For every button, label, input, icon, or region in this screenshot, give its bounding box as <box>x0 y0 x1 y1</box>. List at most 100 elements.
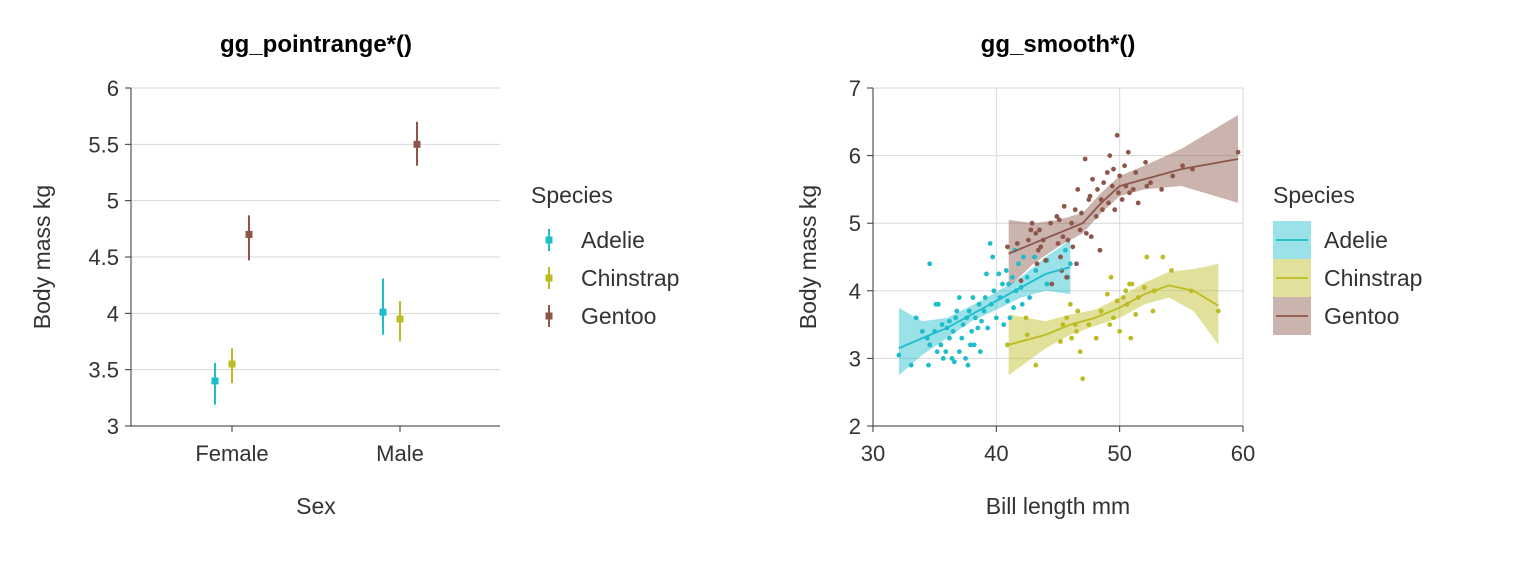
scatter-point-adelie-66 <box>1024 274 1030 280</box>
scatter-point-gentoo-58 <box>1133 170 1139 175</box>
scatter-point-adelie-24 <box>956 349 962 355</box>
scatter-point-adelie-56 <box>1006 281 1012 287</box>
y-tick-label-5-5: 5.5 <box>88 132 119 157</box>
scatter-point-adelie-17 <box>947 335 952 341</box>
scatter-point-gentoo-38 <box>1095 187 1100 192</box>
scatter-point-chinstrap-32 <box>1144 254 1150 260</box>
y-axis-label-smooth: Body mass kg <box>795 185 821 329</box>
x-tick-label-30: 30 <box>861 441 885 466</box>
scatter-point-gentoo-32 <box>1083 230 1089 236</box>
scatter-point-adelie-2 <box>913 315 919 321</box>
scatter-point-adelie-44 <box>985 325 991 331</box>
scatter-point-gentoo-27 <box>1074 261 1079 267</box>
scatter-point-adelie-19 <box>949 356 955 361</box>
scatter-point-chinstrap-28 <box>1129 281 1135 287</box>
x-tick-label-60: 60 <box>1231 441 1255 466</box>
scatter-point-adelie-23 <box>954 308 960 314</box>
x-tick-label-male: Male <box>376 441 424 466</box>
y-tick-label-5: 5 <box>107 189 119 214</box>
scatter-point-adelie-54 <box>1003 268 1009 273</box>
y-tick-label-4: 4 <box>107 301 119 326</box>
pointrange-marks <box>211 121 421 405</box>
y-tick-label-4-5: 4.5 <box>88 245 119 270</box>
scatter-point-gentoo-57 <box>1130 187 1136 192</box>
scatter-point-adelie-0 <box>896 352 902 358</box>
scatter-point-chinstrap-27 <box>1128 335 1134 341</box>
scatter-point-gentoo-53 <box>1122 163 1127 169</box>
legend-key-point-chinstrap <box>545 274 553 282</box>
scatter-point-gentoo-25 <box>1070 244 1076 250</box>
smooth-line-chinstrap <box>1008 284 1219 346</box>
scatter-point-gentoo-23 <box>1065 237 1071 243</box>
scatter-point-chinstrap-12 <box>1077 349 1083 355</box>
scatter-point-chinstrap-15 <box>1093 335 1099 341</box>
scatter-point-gentoo-13 <box>1048 220 1053 226</box>
legend-label-chinstrap: Chinstrap <box>581 265 679 291</box>
scatter-point-adelie-15 <box>943 349 949 355</box>
y-tick-label-3-5: 3.5 <box>88 358 119 383</box>
scatter-point-gentoo-55 <box>1125 149 1131 155</box>
scatter-point-chinstrap-24 <box>1123 288 1129 294</box>
smooth-panel: gg_smooth*() 2 3 4 5 6 7 30 40 50 60 Bill length … <box>795 31 1422 519</box>
legend-title-smooth: Species <box>1273 182 1355 208</box>
smooth-line-adelie <box>898 266 1071 350</box>
legend-label-gentoo: Gentoo <box>1324 303 1399 329</box>
scatter-point-chinstrap-19 <box>1108 274 1114 280</box>
scatter-point-gentoo-46 <box>1109 183 1115 189</box>
scatter-point-gentoo-22 <box>1064 274 1070 280</box>
scatter-point-gentoo-1 <box>1014 241 1020 246</box>
scatter-point-chinstrap-18 <box>1107 322 1113 327</box>
scatter-point-adelie-37 <box>975 325 981 331</box>
scatter-point-gentoo-14 <box>1049 281 1055 287</box>
scatter-point-adelie-74 <box>1067 261 1073 267</box>
scatter-point-gentoo-48 <box>1112 207 1118 213</box>
scatter-point-gentoo-16 <box>1055 241 1061 246</box>
scatter-point-adelie-36 <box>972 315 978 321</box>
y-axis-label-pointrange: Body mass kg <box>29 185 55 329</box>
scatter-point-adelie-41 <box>981 308 987 314</box>
scatter-point-adelie-26 <box>959 335 965 341</box>
y-tick-label-2: 2 <box>849 414 861 439</box>
scatter-point-chinstrap-8 <box>1069 335 1074 341</box>
scatter-point-adelie-55 <box>1005 298 1010 304</box>
legend-label-chinstrap: Chinstrap <box>1324 265 1422 291</box>
scatter-point-gentoo-26 <box>1072 207 1078 213</box>
point-gentoo-male <box>413 140 421 148</box>
scatter-point-gentoo-51 <box>1117 173 1123 179</box>
smooth-lines <box>898 158 1239 350</box>
scatter-point-gentoo-0 <box>1005 244 1010 250</box>
scatter-point-chinstrap-21 <box>1114 298 1120 304</box>
scatter-point-adelie-52 <box>1000 281 1005 287</box>
y-tick-label-3: 3 <box>849 346 861 371</box>
scatter-point-chinstrap-23 <box>1120 295 1126 300</box>
scatter-point-gentoo-52 <box>1119 197 1125 202</box>
scatter-point-adelie-20 <box>950 328 956 334</box>
scatter-point-chinstrap-4 <box>1058 339 1063 344</box>
pointrange-axes: 3 3.5 4 4.5 5 5.5 6 Female Male <box>88 76 500 466</box>
scatter-point-adelie-49 <box>993 315 999 321</box>
scatter-point-adelie-39 <box>977 349 983 355</box>
y-tick-label-7: 7 <box>849 76 861 101</box>
scatter-point-gentoo-3 <box>1026 237 1031 243</box>
scatter-point-chinstrap-36 <box>1169 268 1174 273</box>
scatter-point-gentoo-62 <box>1148 180 1153 186</box>
scatter-point-adelie-18 <box>947 318 952 324</box>
scatter-point-adelie-32 <box>968 342 973 348</box>
scatter-point-chinstrap-10 <box>1074 328 1079 334</box>
pointrange-panel: gg_pointrange*() 3 3.5 4 4.5 5 5.5 6 Female Male… <box>29 31 679 519</box>
scatter-point-gentoo-24 <box>1069 220 1074 226</box>
scatter-point-gentoo-12 <box>1043 257 1049 263</box>
scatter-point-adelie-14 <box>940 356 946 361</box>
scatter-point-chinstrap-2 <box>1024 332 1030 338</box>
x-tick-label-40: 40 <box>984 441 1008 466</box>
scatter-point-gentoo-20 <box>1060 234 1066 240</box>
chart-title-smooth: gg_smooth*() <box>981 31 1136 58</box>
scatter-point-adelie-59 <box>1011 305 1016 311</box>
smooth-gridlines <box>873 87 1244 426</box>
scatter-point-adelie-25 <box>956 295 962 300</box>
scatter-point-adelie-5 <box>926 362 931 368</box>
scatter-point-gentoo-59 <box>1135 200 1141 206</box>
scatter-point-chinstrap-14 <box>1086 322 1092 327</box>
scatter-point-gentoo-2 <box>1018 278 1024 284</box>
